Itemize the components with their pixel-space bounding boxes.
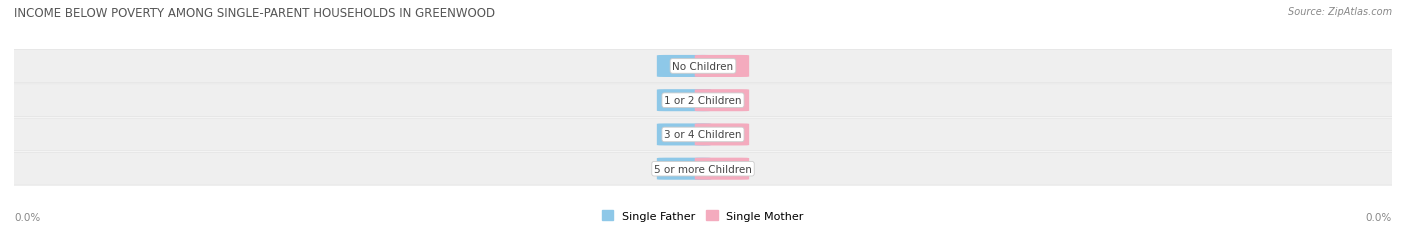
Text: 0.0%: 0.0% (14, 212, 41, 222)
FancyBboxPatch shape (657, 90, 711, 112)
Text: 0.0%: 0.0% (710, 96, 734, 105)
FancyBboxPatch shape (0, 119, 1406, 151)
Text: Source: ZipAtlas.com: Source: ZipAtlas.com (1288, 7, 1392, 17)
Text: 1 or 2 Children: 1 or 2 Children (664, 96, 742, 106)
FancyBboxPatch shape (0, 84, 1406, 117)
FancyBboxPatch shape (657, 158, 711, 180)
Text: 0.0%: 0.0% (710, 164, 734, 173)
FancyBboxPatch shape (695, 158, 749, 180)
Text: 5 or more Children: 5 or more Children (654, 164, 752, 174)
Text: No Children: No Children (672, 62, 734, 72)
FancyBboxPatch shape (695, 124, 749, 146)
FancyBboxPatch shape (695, 56, 749, 78)
FancyBboxPatch shape (657, 124, 711, 146)
FancyBboxPatch shape (0, 50, 1406, 83)
Legend: Single Father, Single Mother: Single Father, Single Mother (600, 208, 806, 223)
Text: 0.0%: 0.0% (672, 130, 696, 139)
Text: 0.0%: 0.0% (672, 96, 696, 105)
FancyBboxPatch shape (0, 153, 1406, 185)
Text: 0.0%: 0.0% (710, 62, 734, 71)
Text: 0.0%: 0.0% (1365, 212, 1392, 222)
Text: 0.0%: 0.0% (672, 62, 696, 71)
Text: 0.0%: 0.0% (672, 164, 696, 173)
FancyBboxPatch shape (695, 90, 749, 112)
Text: INCOME BELOW POVERTY AMONG SINGLE-PARENT HOUSEHOLDS IN GREENWOOD: INCOME BELOW POVERTY AMONG SINGLE-PARENT… (14, 7, 495, 20)
Text: 0.0%: 0.0% (710, 130, 734, 139)
Text: 3 or 4 Children: 3 or 4 Children (664, 130, 742, 140)
FancyBboxPatch shape (657, 56, 711, 78)
